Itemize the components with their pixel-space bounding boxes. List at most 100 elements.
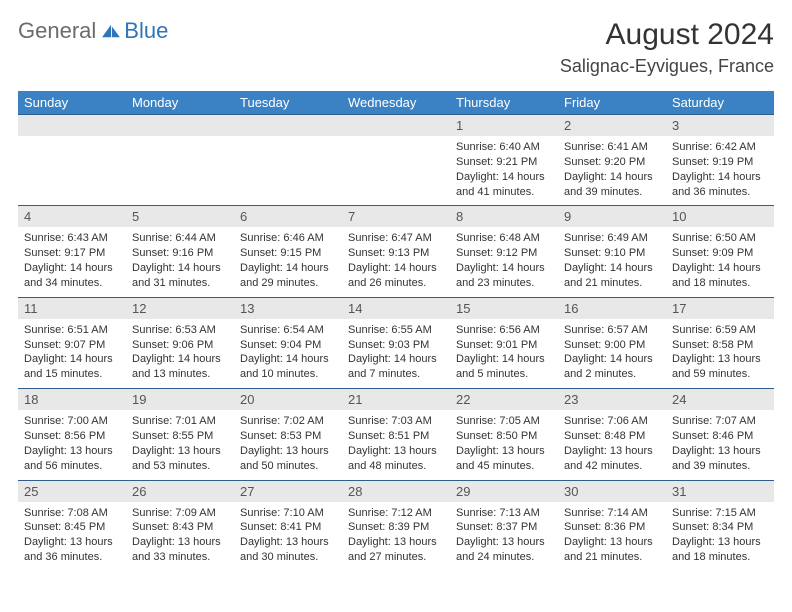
day-number: 11 (18, 298, 126, 319)
day-sr: Sunrise: 6:51 AM (24, 323, 120, 338)
day-cell: 29Sunrise: 7:13 AMSunset: 8:37 PMDayligh… (450, 481, 558, 571)
day-ss: Sunset: 9:10 PM (564, 246, 660, 261)
day-d1: Daylight: 14 hours (456, 352, 552, 367)
day-ss: Sunset: 9:21 PM (456, 155, 552, 170)
day-d2: and 21 minutes. (564, 550, 660, 565)
day-ss: Sunset: 8:48 PM (564, 429, 660, 444)
day-ss: Sunset: 9:13 PM (348, 246, 444, 261)
day-number: 26 (126, 481, 234, 502)
day-d2: and 42 minutes. (564, 459, 660, 474)
day-d1: Daylight: 13 hours (24, 444, 120, 459)
day-body: Sunrise: 6:41 AMSunset: 9:20 PMDaylight:… (558, 136, 666, 205)
day-d2: and 26 minutes. (348, 276, 444, 291)
week-row: 4Sunrise: 6:43 AMSunset: 9:17 PMDaylight… (18, 205, 774, 296)
day-sr: Sunrise: 7:14 AM (564, 506, 660, 521)
day-ss: Sunset: 8:56 PM (24, 429, 120, 444)
day-ss: Sunset: 8:50 PM (456, 429, 552, 444)
day-d2: and 18 minutes. (672, 276, 768, 291)
day-d1: Daylight: 13 hours (132, 535, 228, 550)
day-ss: Sunset: 9:15 PM (240, 246, 336, 261)
day-d2: and 10 minutes. (240, 367, 336, 382)
day-d1: Daylight: 13 hours (24, 535, 120, 550)
day-d2: and 27 minutes. (348, 550, 444, 565)
day-cell: 24Sunrise: 7:07 AMSunset: 8:46 PMDayligh… (666, 389, 774, 479)
day-number: 2 (558, 115, 666, 136)
day-cell: 16Sunrise: 6:57 AMSunset: 9:00 PMDayligh… (558, 298, 666, 388)
day-d2: and 39 minutes. (672, 459, 768, 474)
day-body: Sunrise: 6:46 AMSunset: 9:15 PMDaylight:… (234, 227, 342, 296)
day-sr: Sunrise: 6:41 AM (564, 140, 660, 155)
day-body: Sunrise: 6:48 AMSunset: 9:12 PMDaylight:… (450, 227, 558, 296)
day-sr: Sunrise: 6:53 AM (132, 323, 228, 338)
brand-part2: Blue (124, 18, 168, 44)
day-cell: 27Sunrise: 7:10 AMSunset: 8:41 PMDayligh… (234, 481, 342, 571)
day-d2: and 59 minutes. (672, 367, 768, 382)
location-text: Salignac-Eyvigues, France (560, 56, 774, 77)
day-body: Sunrise: 6:51 AMSunset: 9:07 PMDaylight:… (18, 319, 126, 388)
day-number: 7 (342, 206, 450, 227)
day-d2: and 23 minutes. (456, 276, 552, 291)
day-d1: Daylight: 13 hours (672, 352, 768, 367)
day-cell (126, 115, 234, 205)
day-ss: Sunset: 8:36 PM (564, 520, 660, 535)
day-d1: Daylight: 13 hours (348, 535, 444, 550)
day-number: 16 (558, 298, 666, 319)
day-d2: and 39 minutes. (564, 185, 660, 200)
day-number: 8 (450, 206, 558, 227)
day-d1: Daylight: 13 hours (240, 535, 336, 550)
day-cell: 5Sunrise: 6:44 AMSunset: 9:16 PMDaylight… (126, 206, 234, 296)
day-number: 13 (234, 298, 342, 319)
day-body: Sunrise: 7:08 AMSunset: 8:45 PMDaylight:… (18, 502, 126, 571)
day-cell: 22Sunrise: 7:05 AMSunset: 8:50 PMDayligh… (450, 389, 558, 479)
day-number: 19 (126, 389, 234, 410)
day-cell: 30Sunrise: 7:14 AMSunset: 8:36 PMDayligh… (558, 481, 666, 571)
day-number: 31 (666, 481, 774, 502)
day-ss: Sunset: 8:34 PM (672, 520, 768, 535)
day-d1: Daylight: 13 hours (672, 535, 768, 550)
day-cell: 14Sunrise: 6:55 AMSunset: 9:03 PMDayligh… (342, 298, 450, 388)
day-d1: Daylight: 14 hours (24, 352, 120, 367)
day-sr: Sunrise: 6:49 AM (564, 231, 660, 246)
brand-sail-icon (100, 23, 122, 39)
day-ss: Sunset: 9:03 PM (348, 338, 444, 353)
weekday-header: Saturday (666, 91, 774, 114)
day-d1: Daylight: 14 hours (672, 261, 768, 276)
day-number: 5 (126, 206, 234, 227)
day-number: 20 (234, 389, 342, 410)
day-number: 27 (234, 481, 342, 502)
day-sr: Sunrise: 7:12 AM (348, 506, 444, 521)
day-number: 21 (342, 389, 450, 410)
day-sr: Sunrise: 7:06 AM (564, 414, 660, 429)
day-body: Sunrise: 7:01 AMSunset: 8:55 PMDaylight:… (126, 410, 234, 479)
weekday-header: Thursday (450, 91, 558, 114)
day-number: 6 (234, 206, 342, 227)
day-body: Sunrise: 6:55 AMSunset: 9:03 PMDaylight:… (342, 319, 450, 388)
day-d1: Daylight: 13 hours (564, 535, 660, 550)
day-d1: Daylight: 13 hours (132, 444, 228, 459)
day-sr: Sunrise: 6:48 AM (456, 231, 552, 246)
day-cell: 1Sunrise: 6:40 AMSunset: 9:21 PMDaylight… (450, 115, 558, 205)
day-d2: and 50 minutes. (240, 459, 336, 474)
day-cell: 8Sunrise: 6:48 AMSunset: 9:12 PMDaylight… (450, 206, 558, 296)
brand-part1: General (18, 18, 96, 44)
day-ss: Sunset: 8:45 PM (24, 520, 120, 535)
day-cell: 20Sunrise: 7:02 AMSunset: 8:53 PMDayligh… (234, 389, 342, 479)
day-d2: and 41 minutes. (456, 185, 552, 200)
day-cell: 26Sunrise: 7:09 AMSunset: 8:43 PMDayligh… (126, 481, 234, 571)
day-number: 18 (18, 389, 126, 410)
day-number: 12 (126, 298, 234, 319)
day-sr: Sunrise: 7:01 AM (132, 414, 228, 429)
day-number: 24 (666, 389, 774, 410)
day-d2: and 30 minutes. (240, 550, 336, 565)
day-sr: Sunrise: 6:42 AM (672, 140, 768, 155)
day-number: 23 (558, 389, 666, 410)
day-d1: Daylight: 14 hours (672, 170, 768, 185)
day-body: Sunrise: 7:05 AMSunset: 8:50 PMDaylight:… (450, 410, 558, 479)
day-d1: Daylight: 13 hours (456, 444, 552, 459)
weekday-header: Tuesday (234, 91, 342, 114)
day-d1: Daylight: 13 hours (456, 535, 552, 550)
day-d1: Daylight: 13 hours (672, 444, 768, 459)
day-ss: Sunset: 8:53 PM (240, 429, 336, 444)
day-ss: Sunset: 8:46 PM (672, 429, 768, 444)
day-ss: Sunset: 8:43 PM (132, 520, 228, 535)
